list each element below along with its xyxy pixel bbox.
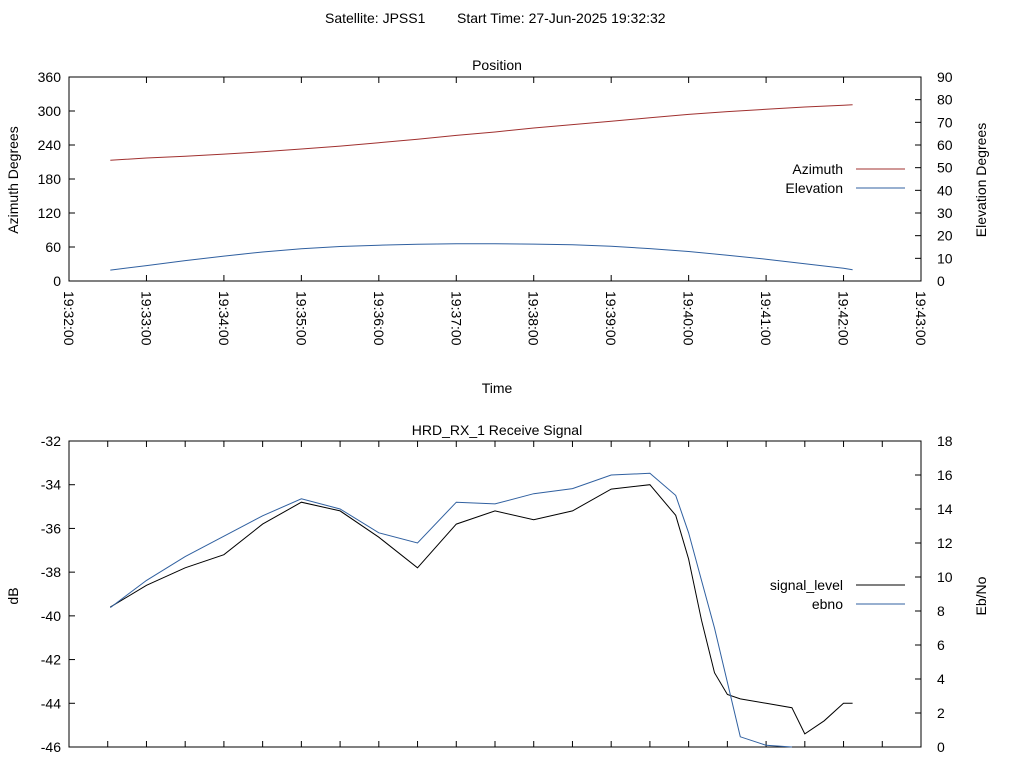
x-tick-label: 19:34:00 [216,291,232,346]
y2-tick-label: 80 [937,92,953,108]
x-tick-label: 19:38:00 [526,291,542,346]
y-tick-label: 180 [38,171,62,187]
x-tick-label: 19:37:00 [448,291,464,346]
signal-legend: signal_level ebno [770,577,905,612]
x-tick-label: 19:36:00 [371,291,387,346]
y-tick-label: -42 [41,652,61,668]
x-tick-label: 19:41:00 [758,291,774,346]
x-tick-label: 19:39:00 [603,291,619,346]
header-start-time: Start Time: 27-Jun-2025 19:32:32 [457,10,666,26]
y2-tick-label: 20 [937,228,953,244]
signal-ylabel: dB [5,587,21,604]
y2-tick-label: 0 [937,273,945,289]
y-tick-label: 60 [45,239,61,255]
position-title: Position [472,57,522,73]
position-xlabel: Time [482,380,513,396]
signal-chart: HRD_RX_1 Receive Signal dB Eb/No -46-44-… [5,422,989,755]
y2-tick-label: 10 [937,569,953,585]
y2-tick-label: 10 [937,250,953,266]
position-ticks: 0 60 120 180 240 300 360 0 10 20 30 40 50 60 70 80 90 19:… [38,69,953,346]
y2-tick-label: 14 [937,501,953,517]
y2-tick-label: 18 [937,433,953,449]
y-tick-label: -34 [41,477,61,493]
x-tick-label: 19:35:00 [293,291,309,346]
y-tick-label: -38 [41,564,61,580]
legend-label-azimuth: Azimuth [792,161,843,177]
signal-series [109,472,853,748]
position-y2label: Elevation Degrees [973,123,989,237]
y-tick-label: 360 [38,69,62,85]
y-tick-label: 0 [53,273,61,289]
header-satellite: Satellite: JPSS1 [325,10,426,26]
y2-tick-label: 90 [937,69,953,85]
signal-plot-frame [68,440,922,748]
x-tick-label: 19:32:00 [61,291,77,346]
x-tick-label: 19:42:00 [836,291,852,346]
y2-tick-label: 0 [937,739,945,755]
y2-tick-label: 40 [937,182,953,198]
y-tick-label: -44 [41,695,61,711]
position-series [110,104,853,271]
signal-title: HRD_RX_1 Receive Signal [412,422,582,438]
position-legend: Azimuth Elevation [785,161,905,196]
position-chart: Position Azimuth Degrees Elevation Degre… [5,57,989,396]
y2-tick-label: 12 [937,535,953,551]
x-tick-label: 19:43:00 [913,291,929,346]
position-ylabel: Azimuth Degrees [5,126,21,233]
y2-tick-label: 70 [937,114,953,130]
y-tick-label: 120 [38,205,62,221]
series-line-azimuth [110,104,853,161]
signal-ticks: -46 -44 -42 -40 -38 -36 -34 -32 0 2 4 6 8 10 12 14 16 18 [41,433,953,755]
y2-tick-label: 8 [937,603,945,619]
legend-label-ebno: ebno [812,596,843,612]
x-tick-label: 19:33:00 [138,291,154,346]
y2-tick-label: 16 [937,467,953,483]
y-tick-label: -46 [41,739,61,755]
y2-tick-label: 6 [937,637,945,653]
y-tick-label: 300 [38,103,62,119]
legend-label-elevation: Elevation [785,180,843,196]
y-tick-label: -40 [41,608,61,624]
y2-tick-label: 50 [937,160,953,176]
legend-label-signal-level: signal_level [770,577,843,593]
y2-tick-label: 60 [937,137,953,153]
y2-tick-label: 4 [937,671,945,687]
y2-tick-label: 2 [937,705,945,721]
x-tick-label: 19:40:00 [681,291,697,346]
series-line-elevation [110,243,853,271]
series-line-signal-level [110,484,853,735]
signal-y2label: Eb/No [973,576,989,615]
y-tick-label: 240 [38,137,62,153]
series-line-ebno [109,472,792,748]
y-tick-label: -32 [41,433,61,449]
y-tick-label: -36 [41,520,61,536]
y2-tick-label: 30 [937,205,953,221]
